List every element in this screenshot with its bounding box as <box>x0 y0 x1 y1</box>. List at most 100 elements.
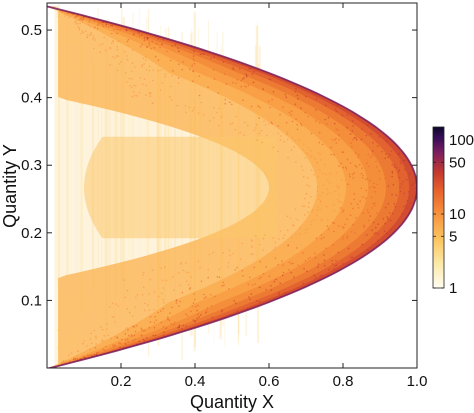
density-speckle <box>256 300 258 302</box>
density-speckle <box>190 310 192 313</box>
density-speckle <box>121 338 123 341</box>
density-speckle <box>378 178 381 180</box>
density-speckle <box>117 305 120 308</box>
density-speckle <box>262 157 264 160</box>
density-speckle <box>153 291 156 294</box>
density-speckle <box>239 131 241 134</box>
density-speckle <box>355 166 358 168</box>
density-speckle <box>258 117 261 119</box>
density-speckle <box>105 105 107 108</box>
x-tick-label: 0.4 <box>185 373 206 390</box>
density-speckle <box>274 180 277 182</box>
x-axis-ticks: 0.2 0.4 0.6 0.8 1.0 <box>111 3 427 390</box>
density-speckle <box>95 337 97 340</box>
density-speckle <box>314 276 317 278</box>
density-speckle <box>321 143 324 146</box>
density-speckle <box>91 38 94 40</box>
density-speckle <box>249 276 251 279</box>
density-speckle <box>372 202 375 205</box>
density-speckle <box>377 223 379 225</box>
density-speckle <box>251 240 254 243</box>
density-speckle <box>313 218 315 221</box>
density-speckle <box>346 114 349 116</box>
density-speckle <box>76 61 79 64</box>
density-speckle <box>336 184 338 187</box>
density-speckle <box>127 103 129 106</box>
density-speckle <box>67 62 70 64</box>
density-speckle <box>311 210 313 213</box>
density-speckle <box>328 192 331 194</box>
density-speckle <box>221 285 224 287</box>
density-speckle <box>159 46 161 49</box>
density-speckle <box>192 109 194 112</box>
density-speckle <box>266 202 269 204</box>
density-speckle <box>304 187 307 189</box>
density-speckle <box>286 132 289 135</box>
density-speckle <box>346 237 349 239</box>
density-speckle <box>89 338 92 340</box>
density-speckle <box>61 12 64 14</box>
density-speckle <box>368 219 370 222</box>
density-speckle <box>309 256 312 259</box>
density-speckle <box>236 310 239 312</box>
density-speckle <box>105 23 108 26</box>
density-speckle <box>351 256 354 259</box>
density-speckle <box>337 129 339 131</box>
density-speckle <box>164 76 166 78</box>
density-speckle <box>404 168 406 171</box>
density-speckle <box>171 99 173 101</box>
y-axis-title: Quantity Y <box>0 144 20 228</box>
density-speckle <box>93 27 96 29</box>
density-speckle <box>64 350 66 353</box>
density-speckle <box>295 161 297 163</box>
colorbar-ticks: 1 5 10 50 100 <box>433 132 474 297</box>
density-speckle <box>128 77 131 80</box>
density-speckle <box>291 136 294 139</box>
density-speckle <box>297 98 299 100</box>
density-speckle <box>200 314 202 316</box>
density-speckle <box>307 228 309 230</box>
density-speckle <box>135 84 137 87</box>
density-speckle <box>114 280 117 282</box>
y-tick-label: 0.1 <box>21 292 42 309</box>
density-speckle <box>166 110 168 113</box>
density-speckle <box>334 139 336 141</box>
density-speckle <box>326 188 328 191</box>
density-speckle <box>114 335 116 338</box>
density-speckle <box>290 211 292 214</box>
density-speckle <box>75 23 77 25</box>
density-speckle <box>101 42 104 45</box>
density-speckle <box>67 12 70 14</box>
density-speckle <box>61 361 63 364</box>
density-speckle <box>338 139 340 141</box>
density-speckle <box>199 266 201 269</box>
density-speckle <box>249 298 251 301</box>
density-speckle <box>142 83 144 85</box>
density-speckle <box>275 278 277 281</box>
colorbar-tick-label: 100 <box>449 132 474 149</box>
x-axis-title: Quantity X <box>190 392 274 412</box>
x-tick-label: 0.2 <box>111 373 132 390</box>
density-speckle <box>97 24 99 26</box>
density-speckle <box>310 149 312 152</box>
density-speckle <box>286 215 289 218</box>
density-speckle <box>205 296 207 298</box>
density-speckle <box>162 38 164 41</box>
density-speckle <box>369 215 371 217</box>
density-speckle <box>320 219 323 222</box>
density-speckle <box>179 300 181 303</box>
density-speckle <box>93 354 96 356</box>
density-speckle <box>295 195 298 198</box>
density-speckle <box>315 109 317 111</box>
density-speckle <box>71 335 74 337</box>
density-speckle <box>335 128 338 131</box>
density-speckle <box>157 59 160 61</box>
density-speckle <box>323 254 325 256</box>
density-speckle <box>67 354 70 357</box>
density-speckle <box>401 213 404 215</box>
density-speckle <box>350 256 352 259</box>
density-speckle <box>194 319 196 322</box>
density-speckle <box>138 35 141 38</box>
density-speckle <box>299 177 302 179</box>
